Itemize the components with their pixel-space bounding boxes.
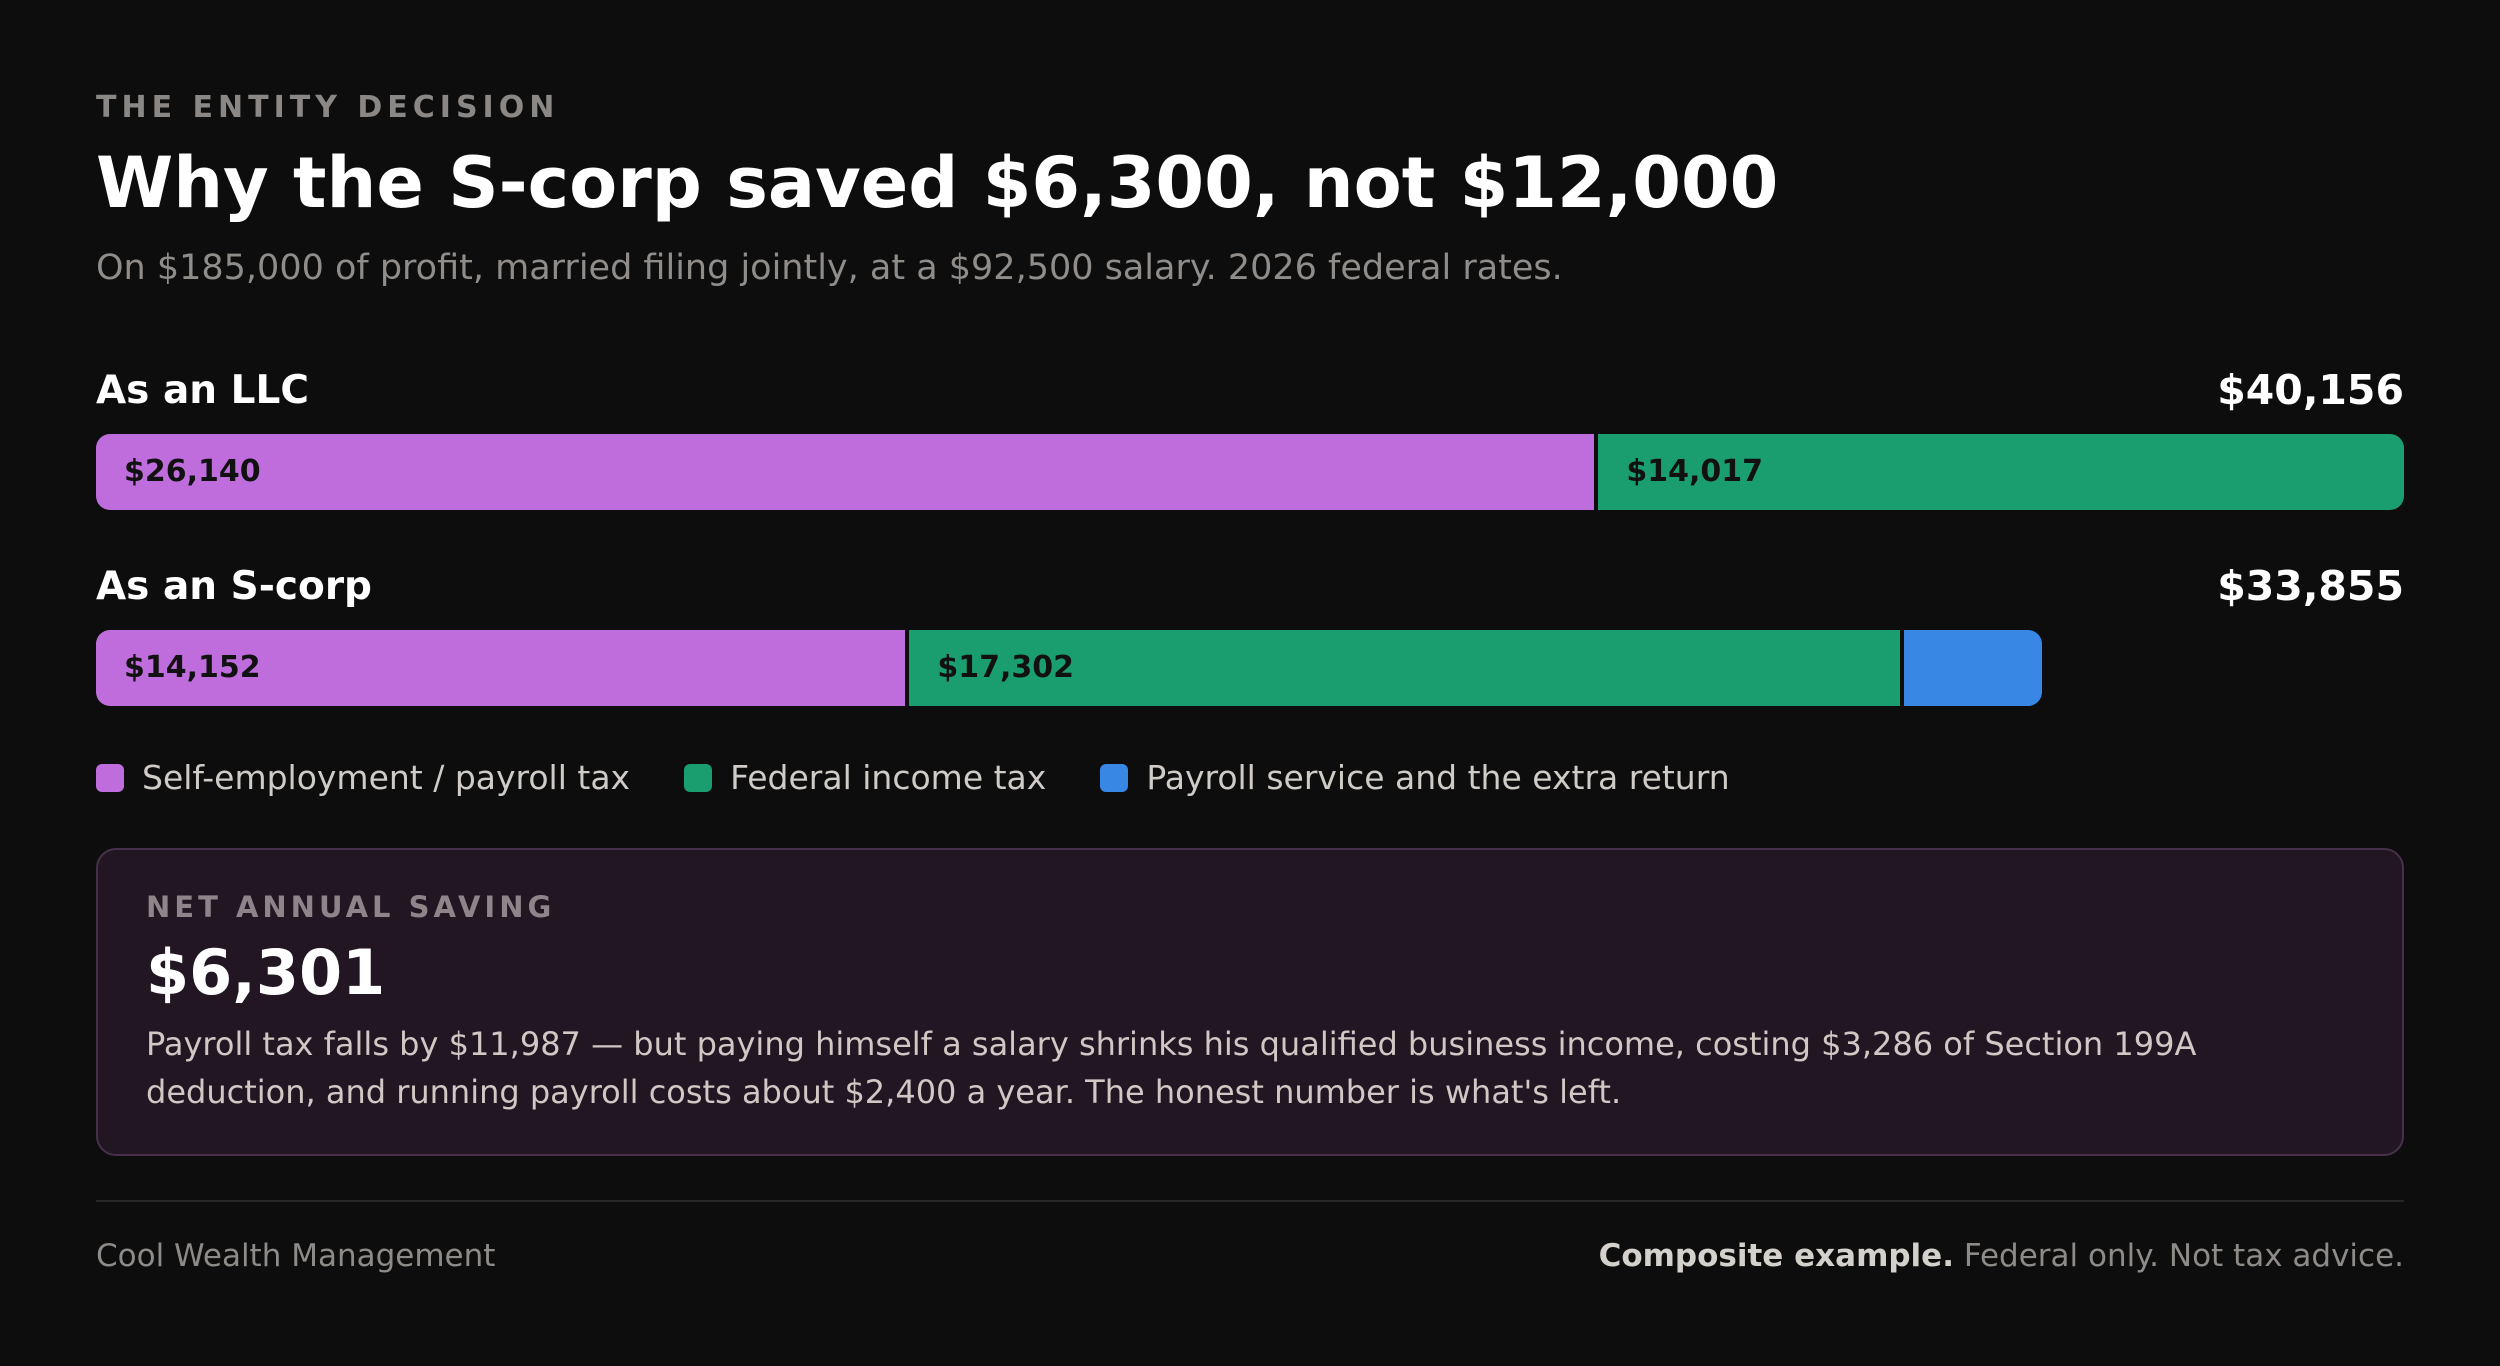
legend-swatch-payroll-service xyxy=(1100,763,1129,792)
footer-disclaimer: Composite example. Federal only. Not tax… xyxy=(1599,1238,2404,1274)
eyebrow: THE ENTITY DECISION xyxy=(96,90,560,125)
legend: Self-employment / payroll tax Federal in… xyxy=(96,758,1784,797)
legend-item-payroll-service: Payroll service and the extra return xyxy=(1100,758,1730,797)
bar-value-label: $17,302 xyxy=(937,650,1075,685)
bar-segment-income-tax: $17,302 xyxy=(909,630,1900,706)
page-title: Why the S-corp saved $6,300, not $12,000 xyxy=(96,142,1779,224)
card-description: Payroll tax falls by $11,987 — but payin… xyxy=(146,1025,2197,1111)
net-saving-value: $6,301 xyxy=(146,936,386,1009)
bar-scorp: $14,152 $17,302 xyxy=(96,630,2404,706)
bar-value-label: $14,152 xyxy=(124,650,261,685)
bar-segment-se-tax: $14,152 xyxy=(96,630,906,706)
net-saving-card: NET ANNUAL SAVING $6,301 Payroll tax fal… xyxy=(96,848,2404,1156)
row-total-scorp: $33,855 xyxy=(2217,562,2404,610)
row-label-scorp: As an S-corp xyxy=(96,564,372,609)
legend-label-se-tax: Self-employment / payroll tax xyxy=(142,758,631,797)
card-eyebrow: NET ANNUAL SAVING xyxy=(146,890,556,924)
legend-label-income-tax: Federal income tax xyxy=(730,758,1047,797)
legend-label-payroll-service: Payroll service and the extra return xyxy=(1146,758,1730,797)
row-total-llc: $40,156 xyxy=(2217,366,2404,414)
bar-segment-payroll-service xyxy=(1903,630,2042,706)
row-label-llc: As an LLC xyxy=(96,368,309,413)
legend-item-income-tax: Federal income tax xyxy=(684,758,1046,797)
footer-brand: Cool Wealth Management xyxy=(96,1238,496,1274)
footer-divider xyxy=(96,1200,2404,1202)
subtitle: On $185,000 of profit, married filing jo… xyxy=(96,248,1563,288)
bar-value-label: $14,017 xyxy=(1626,454,1764,489)
legend-item-se-tax: Self-employment / payroll tax xyxy=(96,758,630,797)
footer-disclaimer-bold: Composite example. xyxy=(1598,1238,1954,1274)
legend-swatch-income-tax xyxy=(684,763,713,792)
bar-segment-income-tax: $14,017 xyxy=(1598,434,2405,510)
footer-disclaimer-rest: Federal only. Not tax advice. xyxy=(1954,1238,2404,1274)
legend-swatch-se-tax xyxy=(96,763,124,792)
bar-value-label: $26,140 xyxy=(124,454,261,489)
bar-llc: $26,140 $14,017 xyxy=(96,434,2405,510)
bar-segment-se-tax: $26,140 xyxy=(96,434,1595,510)
